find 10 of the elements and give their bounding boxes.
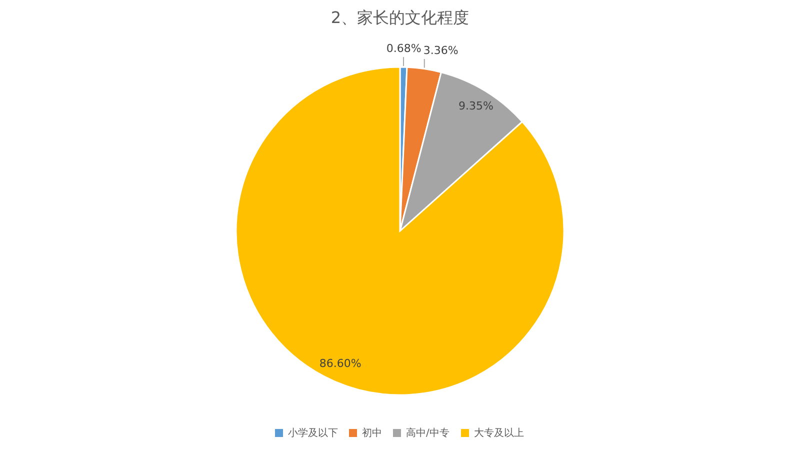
legend-label: 大专及以上: [474, 427, 524, 439]
data-label: 9.35%: [458, 99, 494, 112]
legend-label: 初中: [362, 427, 382, 439]
legend-label: 小学及以下: [288, 427, 338, 439]
pie-slice: [235, 66, 565, 396]
legend-label: 高中/中专: [406, 427, 450, 439]
chart-title: 2、家长的文化程度: [330, 8, 470, 27]
data-label: 3.36%: [423, 44, 458, 57]
data-label: 0.68%: [386, 42, 422, 56]
data-label: 86.60%: [319, 357, 362, 370]
